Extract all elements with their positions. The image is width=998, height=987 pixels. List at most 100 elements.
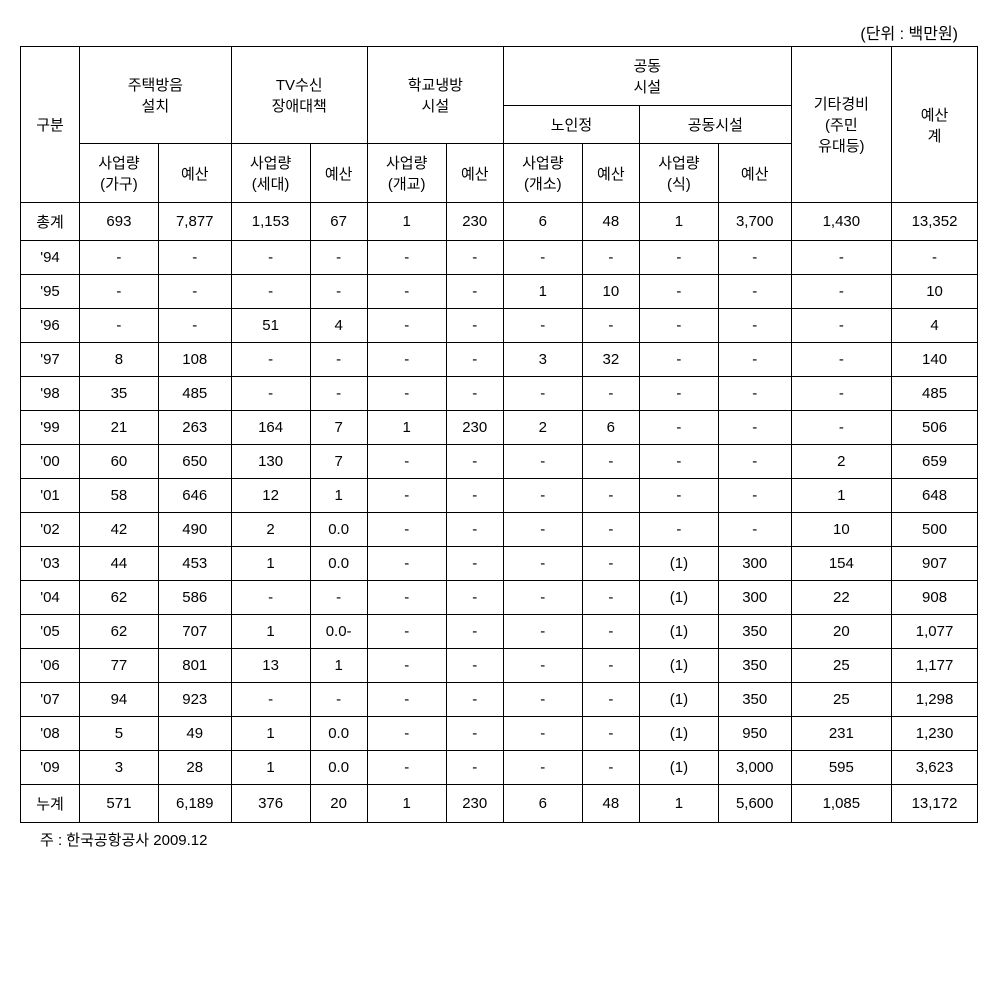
cell: 13,172 [892, 785, 978, 823]
header-community: 공동시설 [503, 47, 791, 106]
cell: - [582, 479, 639, 513]
cell: 0.0 [310, 717, 367, 751]
cell: - [446, 581, 503, 615]
cell: - [367, 751, 446, 785]
cell: - [367, 717, 446, 751]
cell: - [582, 649, 639, 683]
cell: (1) [639, 615, 718, 649]
header-budget: 예산 [582, 144, 639, 203]
cell: 4 [310, 309, 367, 343]
cell: - [231, 683, 310, 717]
cell: 154 [791, 547, 891, 581]
cell: - [791, 343, 891, 377]
cell: 1 [503, 275, 582, 309]
cell: 48 [582, 785, 639, 823]
cell: - [158, 309, 231, 343]
header-community-senior: 노인정 [503, 106, 639, 144]
row-label: '04 [21, 581, 80, 615]
cell: 32 [582, 343, 639, 377]
cell: 230 [446, 203, 503, 241]
header-budget: 예산 [446, 144, 503, 203]
cell: - [639, 445, 718, 479]
cell: 1 [791, 479, 891, 513]
cell: - [639, 411, 718, 445]
cell: 801 [158, 649, 231, 683]
cell: 1 [367, 411, 446, 445]
cell: 4 [892, 309, 978, 343]
cell: - [718, 445, 791, 479]
cell: 13 [231, 649, 310, 683]
cell: 485 [158, 377, 231, 411]
cell: 5,600 [718, 785, 791, 823]
cell: (1) [639, 751, 718, 785]
cell: 230 [446, 785, 503, 823]
cell: - [367, 445, 446, 479]
cell: - [158, 275, 231, 309]
cell: 77 [80, 649, 159, 683]
row-label: '05 [21, 615, 80, 649]
footnote: 주 : 한국공항공사 2009.12 [20, 829, 978, 850]
cell: 108 [158, 343, 231, 377]
cell: 350 [718, 683, 791, 717]
cell: 25 [791, 649, 891, 683]
cell: 10 [791, 513, 891, 547]
cell: - [367, 377, 446, 411]
data-table: 구분 주택방음설치 TV수신장애대책 학교냉방시설 공동시설 기타경비(주민유대… [20, 46, 978, 823]
cell: 1 [367, 203, 446, 241]
cell: - [503, 717, 582, 751]
row-label: '01 [21, 479, 80, 513]
cell: 10 [582, 275, 639, 309]
cell: 1 [231, 717, 310, 751]
cell: 0.0 [310, 547, 367, 581]
header-school: 학교냉방시설 [367, 47, 503, 144]
cell: 595 [791, 751, 891, 785]
cell: - [446, 615, 503, 649]
cell: 21 [80, 411, 159, 445]
cell: 44 [80, 547, 159, 581]
cell: - [718, 411, 791, 445]
cell: 350 [718, 649, 791, 683]
header-vol-sik: 사업량(식) [639, 144, 718, 203]
table-body: 총계6937,8771,15367123064813,7001,43013,35… [21, 203, 978, 823]
cell: - [367, 649, 446, 683]
cell: 1,298 [892, 683, 978, 717]
cell: 6,189 [158, 785, 231, 823]
cell: 1,430 [791, 203, 891, 241]
cell: 22 [791, 581, 891, 615]
cell: 586 [158, 581, 231, 615]
cell: - [446, 445, 503, 479]
cell: 231 [791, 717, 891, 751]
table-row: '0854910.0----(1)9502311,230 [21, 717, 978, 751]
row-label: '95 [21, 275, 80, 309]
cell: - [639, 513, 718, 547]
cell: - [446, 309, 503, 343]
cell: 140 [892, 343, 978, 377]
cell: 1 [310, 649, 367, 683]
table-row: '024249020.0------10500 [21, 513, 978, 547]
row-label: '94 [21, 241, 80, 275]
cell: 5 [80, 717, 159, 751]
cell: 3,000 [718, 751, 791, 785]
cell: 2 [503, 411, 582, 445]
cell: - [582, 241, 639, 275]
cell: - [367, 343, 446, 377]
header-budget: 예산 [718, 144, 791, 203]
cell: 1 [231, 615, 310, 649]
cell: - [446, 241, 503, 275]
header-tv: TV수신장애대책 [231, 47, 367, 144]
cell: - [158, 241, 231, 275]
cell: 659 [892, 445, 978, 479]
cell: - [503, 615, 582, 649]
cell: - [231, 343, 310, 377]
cell: - [310, 241, 367, 275]
cell: - [639, 479, 718, 513]
cell: - [582, 717, 639, 751]
cell: - [446, 751, 503, 785]
cell: 648 [892, 479, 978, 513]
cell: - [718, 513, 791, 547]
cell: 908 [892, 581, 978, 615]
cell: 2 [231, 513, 310, 547]
table-row: '0158646121------1648 [21, 479, 978, 513]
cell: 1,077 [892, 615, 978, 649]
cell: 1 [367, 785, 446, 823]
